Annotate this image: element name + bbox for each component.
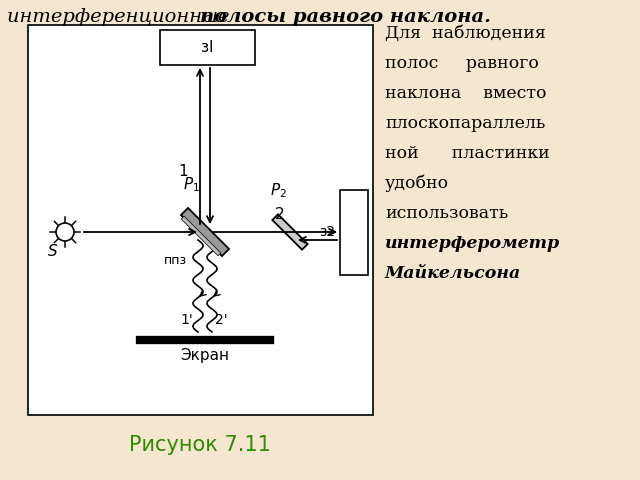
Text: Майкельсона: Майкельсона <box>385 265 521 282</box>
Polygon shape <box>181 216 221 256</box>
Text: полосы равного наклона.: полосы равного наклона. <box>200 8 491 26</box>
Text: з2: з2 <box>319 226 335 240</box>
Bar <box>340 190 368 275</box>
Text: $P_2$: $P_2$ <box>270 181 287 200</box>
Text: ной      пластинки: ной пластинки <box>385 145 550 162</box>
Text: наклона    вместо: наклона вместо <box>385 85 547 102</box>
Text: S: S <box>48 244 58 259</box>
Text: Рисунок 7.11: Рисунок 7.11 <box>129 435 271 455</box>
Bar <box>160 30 255 65</box>
Text: использовать: использовать <box>385 205 508 222</box>
Text: интерферометр: интерферометр <box>385 235 560 252</box>
Text: удобно: удобно <box>385 175 449 192</box>
Text: ппз: ппз <box>164 254 187 267</box>
Text: 1: 1 <box>178 165 188 180</box>
Bar <box>28 25 373 415</box>
Text: плоскопараллель: плоскопараллель <box>385 115 545 132</box>
Text: зl: зl <box>202 40 214 55</box>
Polygon shape <box>273 215 308 250</box>
Text: полос     равного: полос равного <box>385 55 539 72</box>
Text: 2: 2 <box>275 207 285 222</box>
Text: 2': 2' <box>214 313 227 327</box>
Text: 1': 1' <box>180 313 193 327</box>
Polygon shape <box>181 208 229 256</box>
Text: интерференционные: интерференционные <box>7 8 236 26</box>
Text: Экран: Экран <box>180 348 230 363</box>
Text: Для  наблюдения: Для наблюдения <box>385 25 546 42</box>
Text: $P_1$: $P_1$ <box>183 175 200 194</box>
